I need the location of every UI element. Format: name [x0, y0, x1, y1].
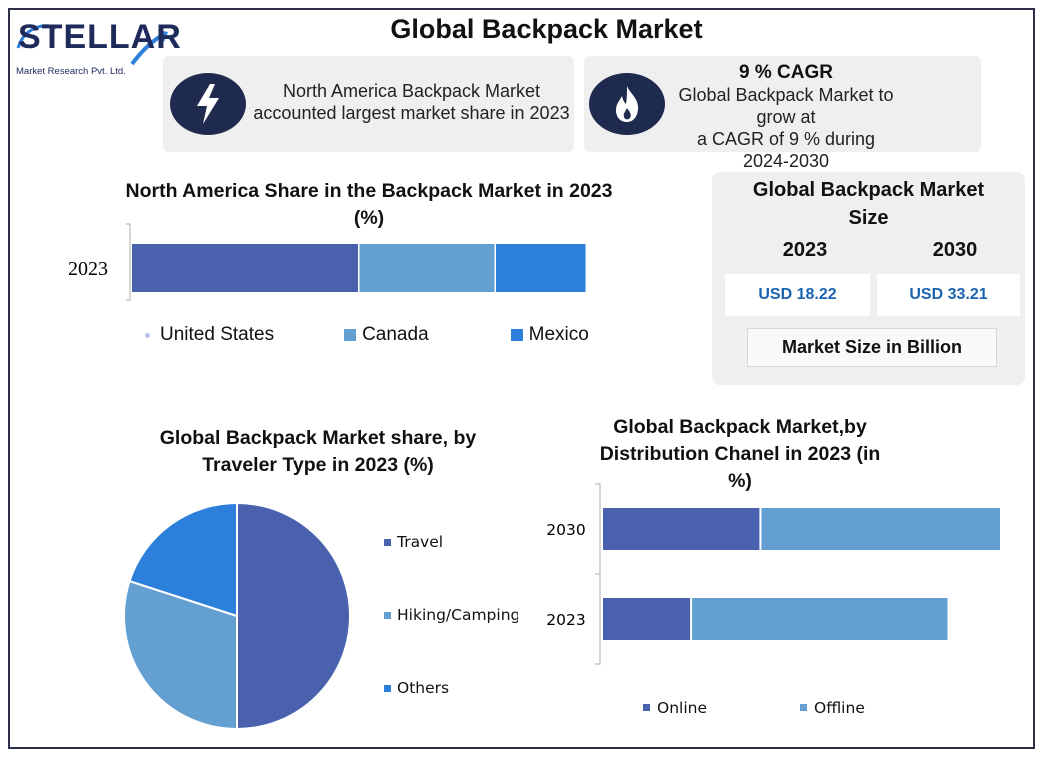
legend-item: Canada [344, 324, 429, 346]
bar-segment-offline-2030 [761, 508, 1000, 550]
size-title-line: Size [848, 207, 889, 229]
size-title-line: Global Backpack Market [752, 179, 985, 201]
card-text-cagr: 9 % CAGR Global Backpack Market to grow … [676, 62, 896, 172]
card-line: Global Backpack Market to grow at [678, 85, 894, 127]
size-value-2030: USD 33.21 [877, 274, 1020, 316]
logo-swoosh-icon [16, 24, 168, 66]
distribution-chart-title: Global Backpack Market,by Distribution C… [580, 414, 900, 495]
market-size-unit-note: Market Size in Billion [747, 328, 997, 367]
na-share-legend: United States Canada Mexico [145, 324, 589, 346]
traveler-type-chart-title: Global Backpack Market share, by Travele… [118, 425, 518, 479]
card-line: North America Backpack Market [282, 81, 541, 101]
legend-swatch [344, 329, 357, 341]
legend-swatch [145, 332, 150, 338]
y-tick-label: 2030 [546, 521, 585, 539]
logo-subtitle: Market Research Pvt. Ltd. [16, 66, 126, 77]
y-tick-label: 2023 [546, 611, 585, 629]
distribution-bar-chart: 2030 2023 Online Offline [546, 483, 1000, 717]
legend-label: Others [397, 679, 449, 697]
traveler-type-pie-chart: Travel Hiking/Camping Others [123, 501, 518, 731]
bar-segment-canada [359, 244, 495, 292]
bar-segment-mexico [496, 244, 586, 292]
legend-label: United States [160, 324, 275, 345]
page-title: Global Backpack Market [390, 14, 703, 44]
chart-title-line: (%) [353, 207, 385, 229]
stellar-logo: STELLAR Market Research Pvt. Ltd. [14, 18, 181, 88]
pie-slice-others [128, 501, 238, 618]
legend-item: Mexico [510, 324, 589, 346]
pie-slice-hiking-camping [123, 579, 238, 731]
legend-label: Online [657, 699, 707, 717]
flame-icon [589, 73, 665, 135]
legend-label: Offline [814, 699, 865, 717]
chart-title-line: Distribution Chanel in 2023 (in [599, 443, 881, 465]
logo-name: STELLAR [18, 18, 182, 56]
legend-label: Mexico [528, 324, 589, 345]
na-share-chart-title: North America Share in the Backpack Mark… [118, 178, 620, 232]
cagr-heading: 9 % CAGR [739, 62, 833, 83]
na-share-bar-chart: 2023 [68, 223, 586, 301]
market-size-title: Global Backpack Market Size [712, 176, 1025, 232]
legend-item: United States [145, 324, 274, 346]
bar-segment-online-2030 [603, 508, 760, 550]
legend-swatch [384, 612, 391, 619]
chart-title-line: North America Share in the Backpack Mark… [125, 180, 613, 202]
chart-title-line: Global Backpack Market,by [613, 416, 867, 438]
chart-title-line: Global Backpack Market share, by [159, 427, 477, 449]
size-value-2023: USD 18.22 [725, 274, 870, 316]
legend-swatch [510, 329, 523, 341]
card-line: accounted largest market share in 2023 [253, 103, 570, 123]
info-card-cagr: 9 % CAGR Global Backpack Market to grow … [584, 56, 981, 171]
info-card-na-share: North America Backpack Market accounted … [163, 56, 574, 152]
legend-label: Hiking/Camping [397, 606, 518, 624]
card-line: a CAGR of 9 % during 2024-2030 [696, 129, 876, 171]
pie-slice-travel [236, 501, 351, 731]
y-tick-label: 2023 [68, 258, 108, 280]
legend-swatch [384, 539, 391, 546]
chart-title-line: Traveler Type in 2023 (%) [202, 454, 434, 476]
card-text-na-share: North America Backpack Market accounted … [249, 80, 574, 124]
legend-swatch [800, 704, 807, 711]
legend-label: Canada [362, 324, 429, 345]
y-axis-line [126, 223, 131, 301]
bar-segment-united-states [132, 244, 358, 292]
legend-swatch [643, 704, 650, 711]
size-year-2023: 2023 [782, 239, 828, 261]
market-size-panel: Global Backpack Market Size 2023 2030 US… [712, 172, 1025, 385]
chart-title-line: %) [728, 470, 752, 492]
legend-label: Travel [396, 533, 443, 551]
size-year-2030: 2030 [932, 239, 978, 261]
bar-segment-offline-2023 [692, 598, 948, 640]
legend-swatch [384, 685, 391, 692]
y-axis-line [595, 483, 601, 665]
bar-segment-online-2023 [603, 598, 691, 640]
lightning-icon [170, 73, 246, 135]
